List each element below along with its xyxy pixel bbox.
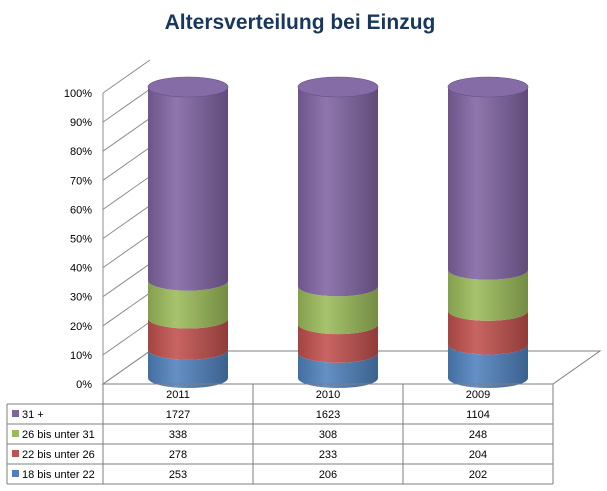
bar-segment [298, 87, 378, 297]
bar-top-cap [297, 76, 379, 98]
data-label: 253 [169, 469, 187, 481]
y-tick-label: 60% [70, 204, 92, 216]
gridline [102, 350, 151, 385]
legend-label: 18 bis unter 22 [22, 469, 95, 481]
bar-column-2011 [147, 76, 229, 388]
bar-segment [148, 87, 228, 291]
y-tick-label: 20% [70, 321, 92, 333]
category-label: 2011 [166, 389, 190, 401]
data-label: 1727 [166, 409, 190, 421]
legend-swatch [12, 470, 19, 477]
gridline [102, 321, 151, 356]
y-tick-label: 0% [76, 379, 92, 391]
y-tick-label: 80% [70, 146, 92, 158]
category-label: 2010 [316, 389, 340, 401]
bar-segment [298, 286, 378, 335]
data-label: 248 [469, 429, 487, 441]
chart-title: Altersverteilung bei Einzug [165, 11, 436, 34]
bar-segment [298, 352, 378, 388]
legend-label: 31 + [22, 409, 44, 421]
data-label: 204 [469, 449, 487, 461]
data-label: 1623 [316, 409, 340, 421]
data-label: 202 [469, 469, 487, 481]
gridline [102, 146, 151, 181]
category-label: 2009 [466, 389, 490, 401]
gridline [102, 88, 151, 123]
data-label: 278 [169, 449, 187, 461]
y-tick-label: 50% [70, 234, 92, 246]
legend-swatch [12, 450, 19, 457]
y-tick-label: 10% [70, 350, 92, 362]
y-tick-label: 30% [70, 292, 92, 304]
bar-segment [448, 344, 528, 388]
y-tick-label: 90% [70, 117, 92, 129]
bar-column-2009 [447, 76, 529, 388]
bar-segment [448, 269, 528, 321]
legend-swatch [12, 430, 19, 437]
gridline [102, 234, 151, 269]
bar-column-2010 [297, 76, 379, 388]
data-label: 308 [319, 429, 337, 441]
legend-label: 22 bis unter 26 [22, 449, 95, 461]
bar-segment [148, 280, 229, 329]
legend-label: 26 bis unter 31 [22, 429, 95, 441]
gridline [102, 292, 151, 327]
y-tick-label: 40% [70, 263, 92, 275]
bar-top-cap [447, 76, 529, 98]
bar-segment [448, 310, 528, 355]
data-label: 233 [319, 449, 337, 461]
data-label: 206 [319, 469, 337, 481]
bar-top-cap [147, 76, 229, 98]
gridline [102, 117, 151, 152]
gridline [102, 59, 151, 94]
y-tick-label: 100% [64, 88, 92, 100]
gridline [102, 175, 151, 210]
bar-segment [298, 324, 378, 363]
y-tick-label: 70% [70, 175, 92, 187]
gridline [102, 263, 151, 298]
bar-segment [448, 87, 528, 280]
data-label: 1104 [466, 409, 490, 421]
legend-swatch [12, 410, 19, 417]
gridline [102, 205, 151, 239]
bar-segment [148, 349, 229, 388]
data-label: 338 [169, 429, 187, 441]
bar-segment [148, 318, 229, 360]
